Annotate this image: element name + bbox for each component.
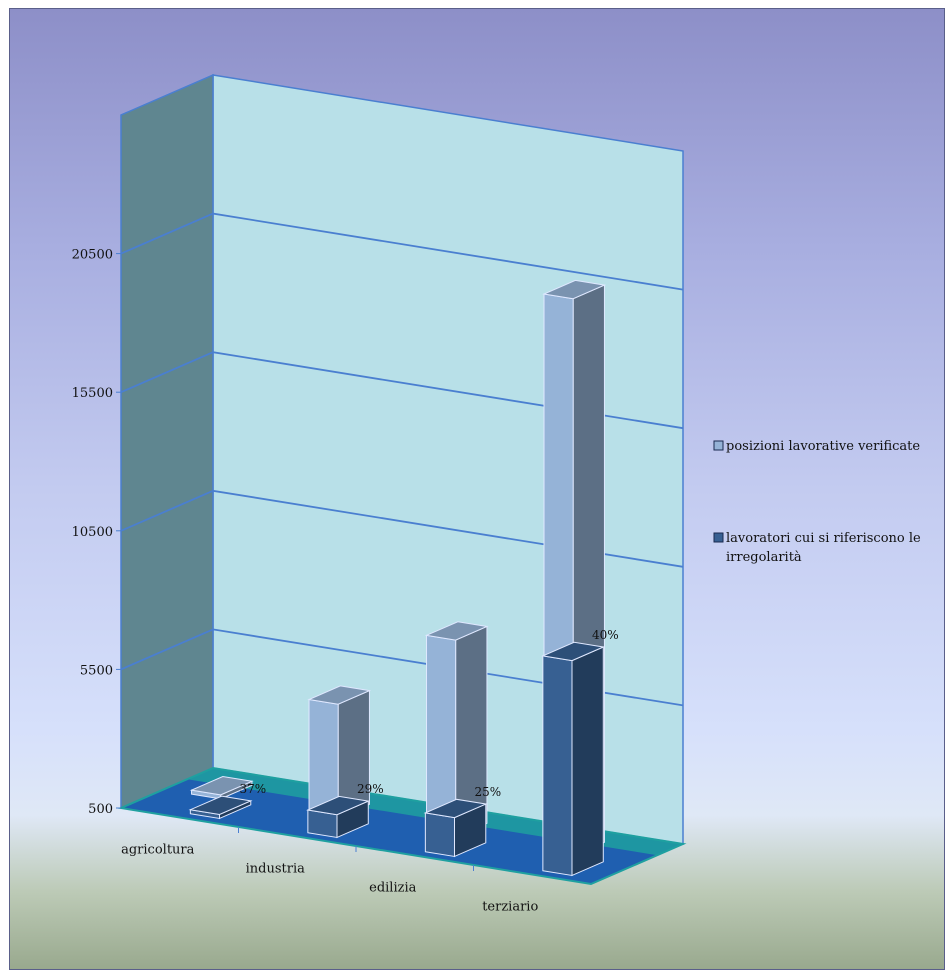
bar-posizioni-2: [424, 621, 489, 838]
y-tick-label: 10500: [72, 525, 113, 540]
chart: 500 5500 10500 15500 20500 37% 29% 25% 40% agrico…: [72, 73, 921, 915]
bar-lavoratori-3-top: [541, 641, 606, 662]
bar-lavoratori-3-front: [542, 655, 573, 877]
legend-swatch: [713, 440, 724, 451]
y-tick-label: 20500: [72, 248, 113, 263]
bar-posizioni-2-top: [424, 621, 489, 641]
gridline: [120, 212, 684, 291]
bar-posizioni-0-top: [189, 776, 254, 796]
bar-posizioni-1-top: [307, 685, 372, 705]
y-tick-label: 15500: [72, 386, 113, 401]
bar-lavoratori-0-top: [188, 795, 253, 815]
side-wall: [120, 73, 214, 810]
percent-label: 29%: [357, 782, 384, 796]
gridline: [120, 628, 684, 707]
percent-label: 40%: [592, 628, 619, 642]
legend-swatch: [713, 532, 724, 543]
bar-lavoratori-3: [541, 641, 606, 877]
bar-lavoratori-2: [423, 798, 488, 858]
legend-label: lavoratori cui si riferiscono le: [726, 531, 921, 546]
bar-lavoratori-2-top: [423, 798, 488, 819]
legend-label: posizioni lavorative verificate: [726, 439, 920, 454]
bar-lavoratori-1-top: [306, 795, 371, 816]
bar-posizioni-1: [307, 685, 372, 819]
bar-posizioni-3-top: [542, 279, 607, 300]
category-label: edilizia: [369, 881, 416, 896]
chart-area: 500 5500 10500 15500 20500 37% 29% 25% 40% agrico…: [9, 8, 945, 970]
y-tick-label: 500: [88, 802, 113, 817]
category-label: industria: [246, 862, 305, 877]
y-tick-label: 5500: [80, 663, 113, 678]
bar-lavoratori-0: [188, 795, 253, 820]
bar-lavoratori-1: [306, 795, 371, 839]
category-label: terziario: [482, 900, 538, 915]
percent-label: 37%: [239, 782, 266, 796]
category-label: agricoltura: [121, 843, 195, 858]
gridline: [120, 489, 684, 568]
bar-lavoratori-2-front: [424, 812, 455, 858]
bar-lavoratori-3-side: [571, 646, 604, 877]
percent-label: 25%: [474, 785, 501, 799]
legend-label: irregolarità: [726, 550, 802, 565]
gridline: [120, 351, 684, 430]
